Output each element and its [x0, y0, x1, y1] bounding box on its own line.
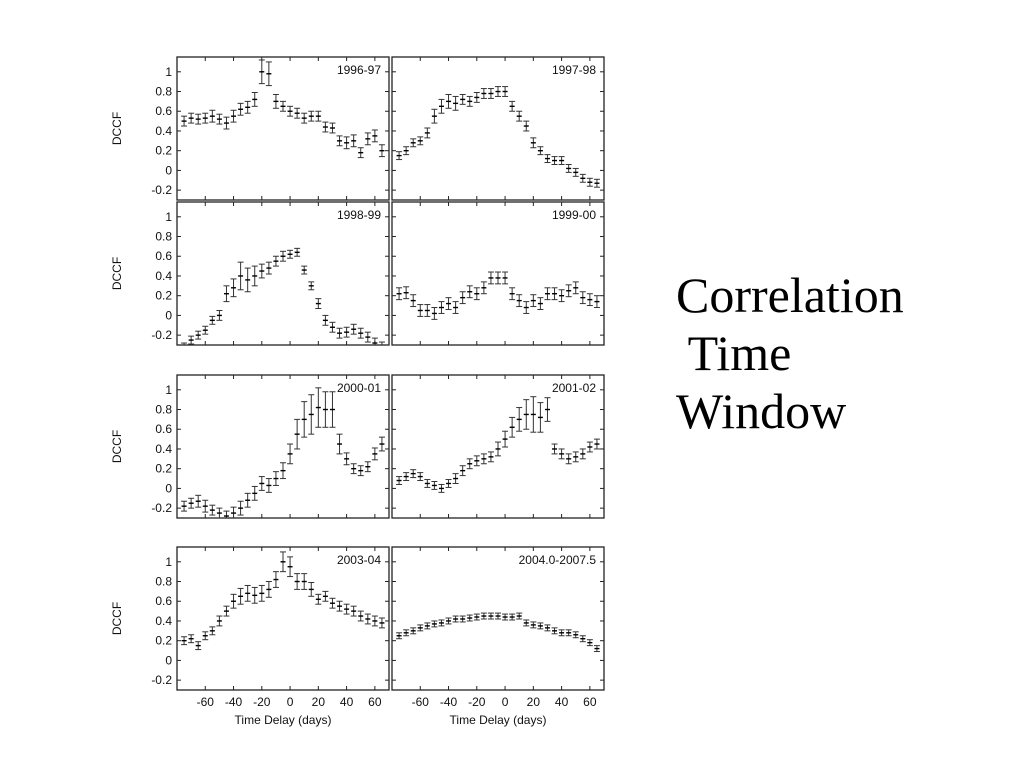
data-series [181, 387, 385, 518]
x-tick-label: -20 [468, 695, 486, 709]
y-tick-label: 1 [165, 383, 172, 397]
x-tick-label: -60 [197, 695, 215, 709]
x-tick-label: -20 [253, 695, 271, 709]
y-tick-label: 0 [165, 481, 172, 495]
y-axis-label: DCCF [110, 112, 124, 145]
y-tick-label: 0.8 [155, 575, 172, 589]
x-tick-label: -40 [225, 695, 243, 709]
panel-title: 2004.0-2007.5 [519, 553, 597, 567]
y-tick-label: 1 [165, 65, 172, 79]
panel-title: 1997-98 [552, 63, 596, 77]
dccf-panel-7: -0.2 0 0.2 0.4 0.6 0.8 1 -60 -40 -20 0 20 40 60 2003-0… [110, 546, 390, 727]
y-tick-label: 0 [165, 653, 172, 667]
y-axis-label: DCCF [110, 602, 124, 635]
y-tick-label: 0.6 [155, 594, 172, 608]
x-axis-label: Time Delay (days) [450, 713, 547, 727]
y-tick-label: 0.2 [155, 634, 172, 648]
y-tick-label: 0.2 [155, 144, 172, 158]
x-tick-label: 20 [527, 695, 541, 709]
panel-frame [176, 201, 390, 346]
data-series [396, 271, 600, 320]
y-tick-label: 0.4 [155, 442, 172, 456]
dccf-panel-3: -0.2 0 0.2 0.4 0.6 0.8 1 1998-99 DCCF [110, 201, 390, 346]
caption-line-3: Window [676, 383, 847, 439]
slide-caption: Correlation Time Window [676, 266, 904, 440]
dccf-panel-8: -60 -40 -20 0 20 40 60 2004.0-2007.5 Time Delay … [391, 546, 605, 727]
caption-line-1: Correlation [676, 267, 904, 323]
y-tick-label: 0.4 [155, 614, 172, 628]
panel-title: 2000-01 [337, 381, 381, 395]
panel-title: 1996-97 [337, 63, 381, 77]
data-series [396, 396, 600, 493]
panel-title: 1999-00 [552, 208, 596, 222]
y-tick-label: 1 [165, 210, 172, 224]
x-tick-label: 60 [368, 695, 382, 709]
y-tick-label: 0.6 [155, 249, 172, 263]
x-tick-label: 0 [287, 695, 294, 709]
x-axis-label: Time Delay (days) [235, 713, 332, 727]
y-tick-label: 0.8 [155, 85, 172, 99]
panel-frame [176, 374, 390, 519]
x-tick-label: 40 [340, 695, 354, 709]
y-tick-label: 0.2 [155, 289, 172, 303]
dccf-panel-5: -0.2 0 0.2 0.4 0.6 0.8 1 2000-01 DCCF [110, 374, 390, 519]
panel-frame [176, 56, 390, 201]
dccf-panel-2: 1997-98 [391, 56, 605, 201]
dccf-panel-1: -0.2 0 0.2 0.4 0.6 0.8 1 1996-97 DCCF [110, 56, 390, 201]
x-tick-label: -40 [440, 695, 458, 709]
y-axis-label: DCCF [110, 257, 124, 290]
y-tick-label: 0.4 [155, 124, 172, 138]
y-tick-label: -0.2 [151, 183, 172, 197]
x-tick-label: -60 [412, 695, 430, 709]
y-axis-label: DCCF [110, 430, 124, 463]
panel-frame [391, 56, 605, 201]
y-tick-label: 0.6 [155, 422, 172, 436]
x-tick-label: 40 [555, 695, 569, 709]
y-tick-label: 0.4 [155, 269, 172, 283]
data-series [181, 551, 385, 651]
caption-line-2: Time [676, 325, 792, 381]
panel-title: 2001-02 [552, 381, 596, 395]
y-tick-label: 0.6 [155, 104, 172, 118]
data-series [181, 59, 385, 159]
data-series [396, 612, 600, 653]
dccf-panel-4: 1999-00 [391, 201, 605, 346]
y-tick-label: 1 [165, 555, 172, 569]
y-tick-label: 0.8 [155, 403, 172, 417]
dccf-panel-6: 2001-02 [391, 374, 605, 519]
x-tick-label: 60 [583, 695, 597, 709]
y-tick-label: -0.2 [151, 673, 172, 687]
x-tick-label: 0 [502, 695, 509, 709]
panel-title: 1998-99 [337, 208, 381, 222]
data-series [396, 86, 600, 188]
data-series [181, 247, 385, 345]
panel-title: 2003-04 [337, 553, 381, 567]
y-tick-label: 0 [165, 163, 172, 177]
y-tick-label: -0.2 [151, 501, 172, 515]
y-tick-label: -0.2 [151, 328, 172, 342]
y-tick-label: 0.8 [155, 230, 172, 244]
x-tick-label: 20 [312, 695, 326, 709]
y-tick-label: 0.2 [155, 462, 172, 476]
y-tick-label: 0 [165, 308, 172, 322]
